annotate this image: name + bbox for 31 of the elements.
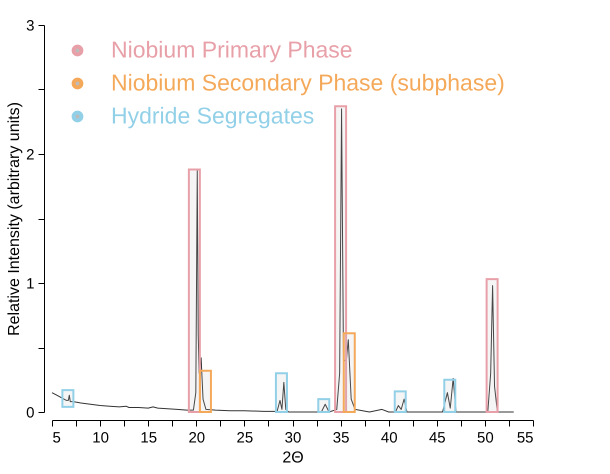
- x-tick-label: 25: [236, 430, 254, 446]
- x-axis-title: 2Θ: [282, 450, 304, 466]
- bar: [443, 378, 456, 413]
- bar: [394, 390, 407, 413]
- y-tick-label: 0: [26, 404, 34, 422]
- legend-label: Niobium Primary Phase: [111, 36, 353, 62]
- y-tick-label: 2: [26, 146, 34, 164]
- y-tick-label: 1: [26, 276, 34, 292]
- legend-label: Hydride Segregates: [111, 102, 314, 128]
- x-tick-label: 50: [477, 430, 494, 446]
- x-tick-label: 30: [284, 430, 302, 446]
- x-tick-label: 40: [380, 430, 398, 446]
- bar: [334, 105, 348, 413]
- bar: [188, 168, 201, 413]
- legend-label: Niobium Secondary Phase (subphase): [111, 70, 505, 96]
- y-tick-label: 3: [26, 18, 34, 34]
- bar: [61, 389, 74, 408]
- x-tick-label: 55: [516, 430, 534, 446]
- line-series: [52, 108, 514, 412]
- bar: [486, 278, 499, 413]
- x-tick-label: 15: [140, 430, 158, 446]
- x-tick-label: 5: [52, 430, 61, 446]
- bar: [274, 372, 288, 413]
- x-tick-label: 45: [428, 430, 446, 446]
- x-tick-label: 10: [92, 430, 109, 446]
- y-axis-title: Relative Intensity (arbitrary units): [6, 102, 24, 336]
- bar: [317, 398, 330, 413]
- bar: [342, 332, 356, 413]
- x-tick-label: 35: [332, 430, 350, 446]
- x-tick-label: 20: [188, 430, 206, 446]
- bar: [198, 370, 212, 413]
